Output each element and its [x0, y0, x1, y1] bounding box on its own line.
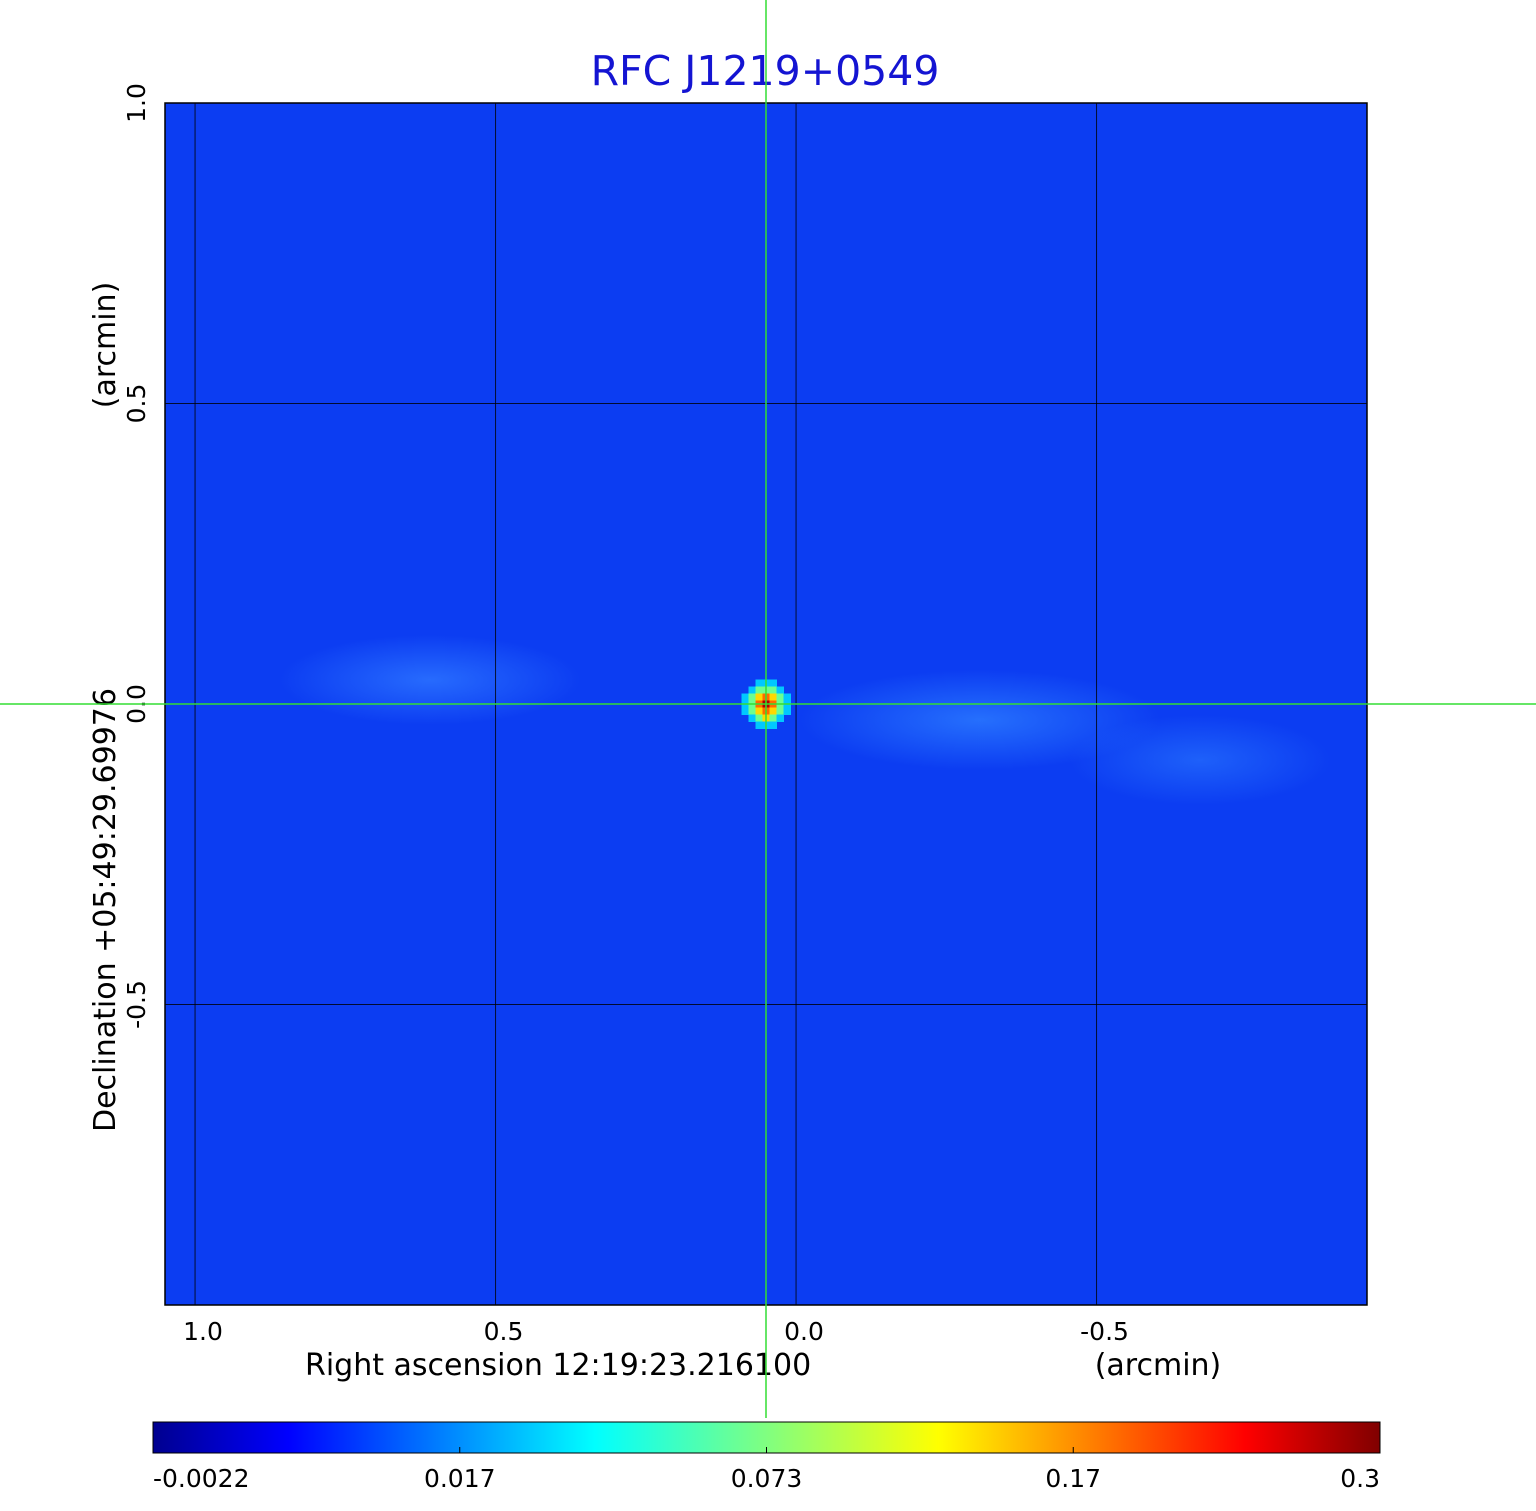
source-pixel: [783, 707, 791, 715]
colorbar-tick-label: -0.0022: [153, 1464, 250, 1493]
emission-feature-east: [280, 635, 580, 725]
source-pixel: [769, 721, 777, 729]
x-axis-unit: (arcmin): [1095, 1348, 1222, 1383]
source-pixel: [755, 707, 763, 715]
source-pixel: [769, 679, 777, 687]
colorbar-tick-label: 0.073: [731, 1464, 803, 1493]
source-pixel: [776, 686, 784, 694]
source-pixel: [769, 693, 777, 701]
emission-feature-west: [800, 670, 1160, 770]
source-pixel: [769, 686, 777, 694]
x-tick-label: 1.0: [183, 1317, 223, 1346]
source-pixel: [755, 686, 763, 694]
source-pixel: [741, 693, 749, 701]
source-pixel: [755, 714, 763, 722]
source-pixel: [748, 714, 756, 722]
x-axis-label: Right ascension 12:19:23.216100: [305, 1348, 811, 1383]
y-tick-label: 1.0: [122, 83, 151, 123]
colorbar-tick-label: 0.3: [1340, 1464, 1380, 1493]
crosshair: [0, 0, 1536, 1418]
colorbar-tick-label: 0.17: [1045, 1464, 1101, 1493]
source-pixel: [769, 714, 777, 722]
y-tick-label: -0.5: [122, 980, 151, 1029]
source-pixel: [776, 714, 784, 722]
x-tick-labels: 1.0 0.5 0.0 -0.5: [183, 1317, 1129, 1346]
source-pixel: [748, 693, 756, 701]
x-tick-label: -0.5: [1080, 1317, 1129, 1346]
source-pixel: [769, 707, 777, 715]
y-axis-label: Declination +05:49:29.69976: [88, 688, 123, 1132]
source-pixel: [755, 721, 763, 729]
source-pixel: [741, 707, 749, 715]
y-tick-labels: 1.00.50.0-0.5: [122, 83, 151, 1029]
source-pixel: [783, 693, 791, 701]
y-axis-unit: (arcmin): [88, 282, 123, 409]
source-pixel: [776, 707, 784, 715]
source-pixel: [755, 679, 763, 687]
source-pixel: [748, 707, 756, 715]
source-pixel: [748, 686, 756, 694]
colorbar: -0.0022 0.017 0.073 0.17 0.3: [152, 1421, 1381, 1493]
chart-title: RFC J1219+0549: [591, 47, 940, 95]
emission-feature-west-outer: [1070, 715, 1330, 805]
source-pixel: [755, 693, 763, 701]
source-pixel: [776, 693, 784, 701]
x-tick-label: 0.5: [484, 1317, 524, 1346]
y-tick-label: 0.5: [122, 384, 151, 424]
colorbar-tick-label: 0.017: [424, 1464, 496, 1493]
x-tick-label: 0.0: [784, 1317, 824, 1346]
